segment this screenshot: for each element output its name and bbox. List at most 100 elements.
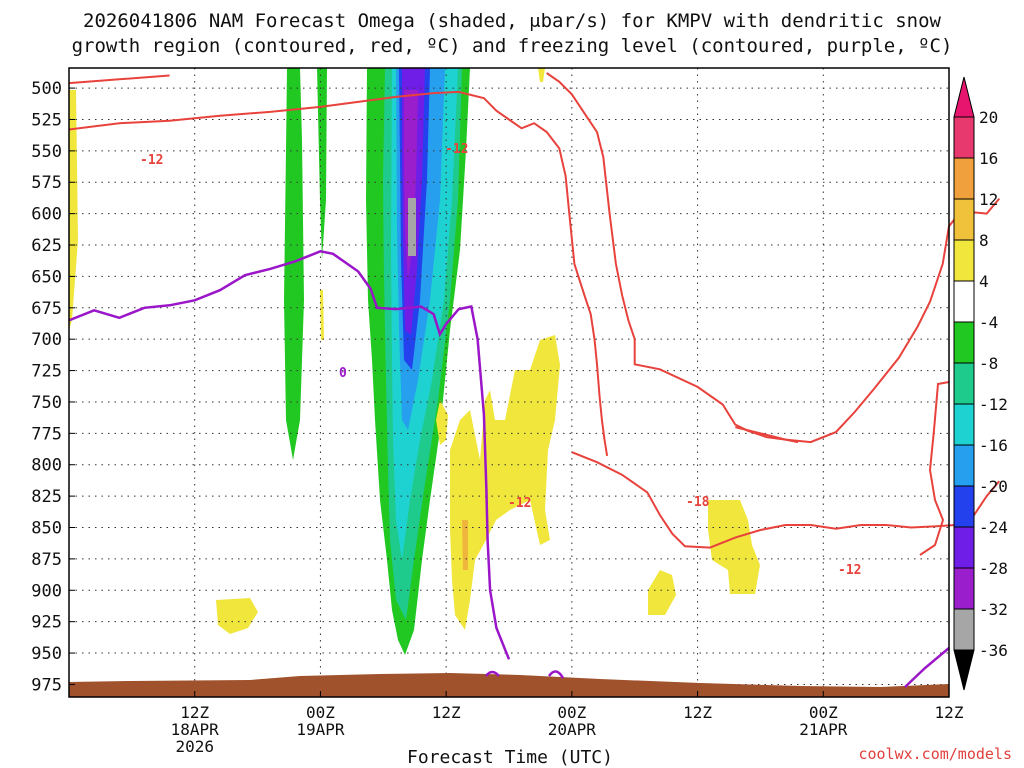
y-tick-label-575: 575 bbox=[31, 173, 62, 193]
x-axis-label: Forecast Time (UTC) bbox=[407, 747, 613, 768]
contour-label-dgz-mid: -12 bbox=[445, 142, 468, 157]
contour-label-freezing: 0 bbox=[339, 366, 347, 381]
y-tick-label-800: 800 bbox=[31, 456, 62, 476]
y-tick-label-950: 950 bbox=[31, 644, 62, 664]
y-tick-label-875: 875 bbox=[31, 550, 62, 570]
omega-region-subsidence-21apr bbox=[708, 500, 760, 594]
omega-region-19apr-green3 bbox=[320, 290, 324, 340]
y-tick-label-550: 550 bbox=[31, 142, 62, 162]
colorbar-swatch-3 bbox=[953, 239, 975, 282]
contour-label-dgz-bottom: -12 bbox=[838, 563, 861, 578]
colorbar-swatch-8 bbox=[953, 444, 975, 487]
omega-region-subsidence-20apr-orange bbox=[462, 520, 468, 570]
x-tick-label-1-1: 19APR bbox=[296, 720, 345, 739]
y-tick-label-525: 525 bbox=[31, 110, 62, 130]
x-tick-label-5-1: 21APR bbox=[799, 720, 848, 739]
colorbar-swatch-2 bbox=[953, 198, 975, 241]
colorbar: 20 16 12 8 4 -4 -8 -12 -16 -20 -24 -28 -32 -36 bbox=[953, 76, 1008, 691]
colorbar-top-triangle bbox=[953, 76, 975, 118]
omega-region-subsidence-18apr bbox=[216, 598, 258, 634]
y-tick-label-500: 500 bbox=[31, 79, 62, 99]
y-tick-label-700: 700 bbox=[31, 330, 62, 350]
colorbar-swatch-4 bbox=[953, 280, 975, 323]
y-tick-label-775: 775 bbox=[31, 424, 62, 444]
plot-background bbox=[69, 68, 949, 697]
omega-region-main-violet bbox=[404, 90, 418, 280]
y-tick-label-925: 925 bbox=[31, 613, 62, 633]
colorbar-swatch-1 bbox=[953, 157, 975, 200]
contour-dgz_minus12 bbox=[68, 90, 609, 457]
y-tick-label-600: 600 bbox=[31, 205, 62, 225]
omega-region-subsidence-mid bbox=[436, 400, 448, 445]
x-tick-label-2-0: 12Z bbox=[432, 703, 461, 722]
colorbar-label-9: -20 bbox=[979, 477, 1008, 496]
colorbar-swatch-10 bbox=[953, 526, 975, 569]
y-tick-label-650: 650 bbox=[31, 267, 62, 287]
omega-region-subsidence-top bbox=[538, 68, 545, 82]
plot-border bbox=[68, 67, 950, 698]
x-tick-label-6-0: 12Z bbox=[935, 703, 964, 722]
dgz-right-contour bbox=[919, 381, 950, 556]
colorbar-label-2: 12 bbox=[979, 190, 998, 209]
colorbar-label-1: 16 bbox=[979, 149, 998, 168]
omega-region-subsidence-edge bbox=[69, 90, 78, 330]
x-tick-label-5-0: 00Z bbox=[809, 703, 838, 722]
credit-text: coolwx.com/models bbox=[858, 745, 1012, 763]
freezing-small-contour-2 bbox=[547, 670, 565, 679]
colorbar-label-3: 8 bbox=[979, 231, 989, 250]
chart-title-line2: growth region (contoured, red, ºC) and f… bbox=[72, 35, 953, 57]
omega-region-main-gray bbox=[408, 198, 416, 256]
omega-shading bbox=[69, 68, 760, 655]
colorbar-label-0: 20 bbox=[979, 108, 998, 127]
y-tick-label-675: 675 bbox=[31, 299, 62, 319]
y-axis: 500 525 550 575 600 625 650 675 700 725 750 775 800 8… bbox=[31, 79, 75, 695]
contour-dgz_minus12_lower bbox=[68, 74, 170, 85]
colorbar-swatch-5 bbox=[953, 321, 975, 364]
y-tick-label-725: 725 bbox=[31, 362, 62, 382]
contour-labels: -12 -12 -12 -18 -12 0 bbox=[140, 142, 861, 578]
x-tick-label-3-1: 20APR bbox=[548, 720, 597, 739]
colorbar-swatch-11 bbox=[953, 567, 975, 610]
x-tick-label-0-0: 12Z bbox=[180, 703, 209, 722]
omega-region-subsidence-21apr-b bbox=[648, 570, 676, 615]
freezing-right-contour bbox=[904, 647, 950, 688]
colorbar-label-6: -8 bbox=[979, 354, 998, 373]
x-tick-label-0-2: 2026 bbox=[175, 737, 214, 756]
y-tick-label-900: 900 bbox=[31, 581, 62, 601]
x-tick-label-3-0: 00Z bbox=[557, 703, 586, 722]
colorbar-label-11: -28 bbox=[979, 559, 1008, 578]
x-tick-label-1-0: 00Z bbox=[306, 703, 335, 722]
y-tick-label-825: 825 bbox=[31, 487, 62, 507]
y-tick-label-975: 975 bbox=[31, 675, 62, 695]
chart-title-line1: 2026041806 NAM Forecast Omega (shaded, μ… bbox=[83, 10, 941, 32]
contour-label-dgz-upper: -12 bbox=[140, 153, 163, 168]
x-tick-label-4-0: 12Z bbox=[683, 703, 712, 722]
colorbar-label-4: 4 bbox=[979, 272, 989, 291]
colorbar-bottom-triangle bbox=[953, 649, 975, 691]
colorbar-label-8: -16 bbox=[979, 436, 1008, 455]
terrain-fill bbox=[69, 673, 949, 697]
colorbar-swatch-6 bbox=[953, 362, 975, 405]
omega-region-19apr-green bbox=[284, 68, 304, 460]
colorbar-label-10: -24 bbox=[979, 518, 1008, 537]
colorbar-label-5: -4 bbox=[979, 313, 998, 332]
contour-label-dgz-18: -18 bbox=[686, 495, 710, 510]
colorbar-label-7: -12 bbox=[979, 395, 1008, 414]
colorbar-swatch-0 bbox=[953, 116, 975, 159]
y-tick-label-850: 850 bbox=[31, 519, 62, 539]
contour-label-dgz-low: -12 bbox=[508, 496, 531, 511]
colorbar-swatch-7 bbox=[953, 403, 975, 446]
y-tick-label-625: 625 bbox=[31, 236, 62, 256]
freezing-small-contour bbox=[485, 670, 500, 677]
y-tick-label-750: 750 bbox=[31, 393, 62, 413]
omega-region-19apr-green2 bbox=[317, 68, 327, 260]
colorbar-swatch-9 bbox=[953, 485, 975, 528]
colorbar-swatch-12 bbox=[953, 608, 975, 651]
colorbar-label-12: -32 bbox=[979, 600, 1008, 619]
omega-region-subsidence-20apr bbox=[450, 335, 560, 630]
x-tick-label-0-1: 18APR bbox=[171, 720, 220, 739]
colorbar-label-13: -36 bbox=[979, 641, 1008, 660]
contour-freezing_0c bbox=[68, 250, 511, 660]
